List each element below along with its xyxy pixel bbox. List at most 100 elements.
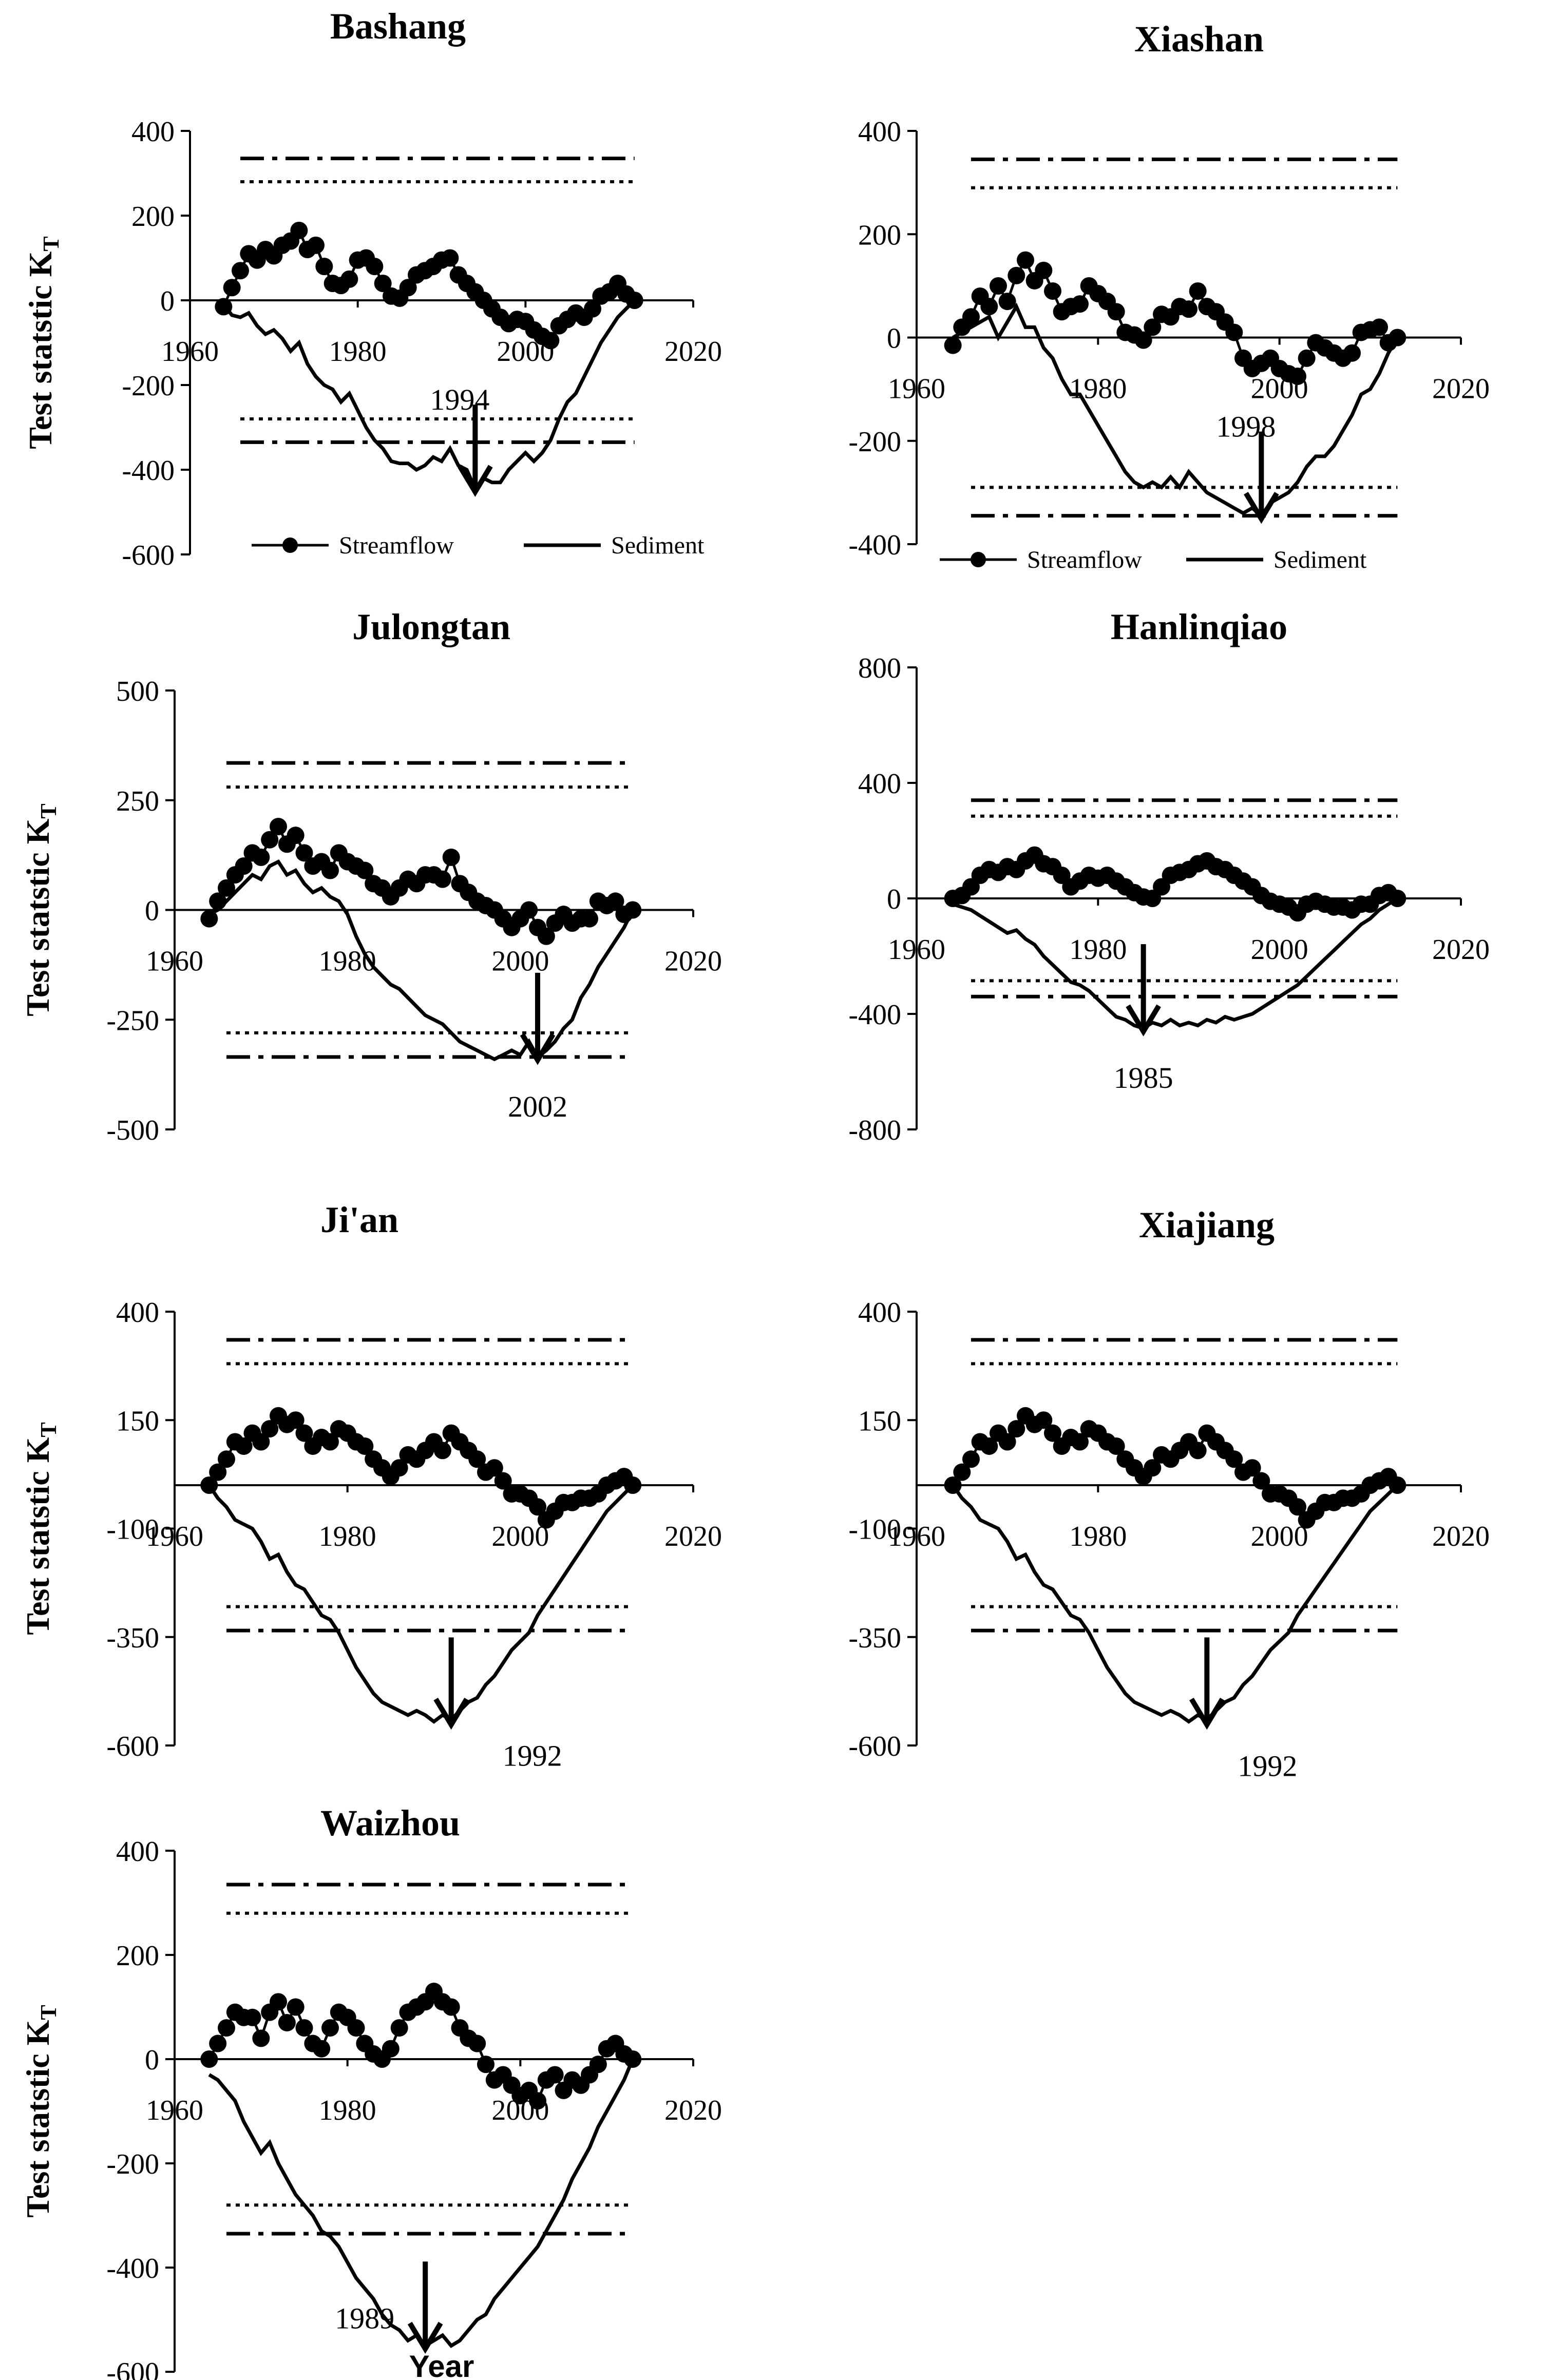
streamflow-point — [356, 861, 374, 879]
streamflow-point — [223, 279, 241, 297]
streamflow-point — [584, 300, 601, 318]
streamflow-point — [321, 1433, 339, 1451]
streamflow-point — [209, 2034, 227, 2052]
change-point-arrowhead — [520, 1033, 556, 1065]
streamflow-point — [252, 2029, 270, 2047]
y-tick-label: 400 — [116, 1297, 159, 1329]
y-tick-label: 0 — [887, 884, 901, 915]
y-tick-label: 400 — [116, 1836, 159, 1868]
chart-panel-jian: Ji'an 400 150 -100 -350 -600 1960 1980 2000 2020 1… — [20, 1199, 722, 1773]
streamflow-point — [441, 249, 459, 267]
streamflow-point — [1389, 890, 1406, 907]
streamflow-point — [232, 262, 249, 280]
y-axis-label-subscript: T — [36, 1422, 61, 1437]
x-tick-label: 2020 — [1432, 373, 1490, 405]
streamflow-point — [321, 2019, 339, 2037]
streamflow-point — [990, 277, 1007, 295]
streamflow-point — [1189, 282, 1207, 300]
streamflow-point — [252, 848, 270, 866]
streamflow-point — [1289, 367, 1306, 385]
streamflow-point — [390, 2019, 408, 2037]
streamflow-point — [1007, 1420, 1025, 1438]
y-tick-label: 150 — [858, 1405, 901, 1437]
streamflow-point — [1343, 344, 1361, 362]
x-tick-label: 2020 — [664, 1521, 722, 1552]
streamflow-point — [295, 1424, 313, 1442]
x-tick-label: 1960 — [161, 336, 219, 368]
streamflow-point — [1071, 295, 1089, 313]
sediment-line — [951, 1484, 1399, 1724]
x-tick-label: 1960 — [888, 373, 945, 405]
x-tick-label: 1960 — [146, 2095, 203, 2126]
streamflow-point — [1289, 1498, 1306, 1516]
streamflow-point — [1107, 303, 1125, 321]
streamflow-point — [1035, 1411, 1053, 1429]
streamflow-point — [542, 332, 560, 350]
streamflow-point — [1071, 1433, 1089, 1451]
streamflow-point — [270, 1993, 287, 2011]
streamflow-point — [433, 1442, 451, 1460]
streamflow-point — [295, 2019, 313, 2037]
y-axis-label: Test statstic KT — [20, 1422, 61, 1635]
streamflow-point — [243, 2008, 261, 2026]
x-tick-label: 1960 — [146, 946, 203, 977]
streamflow-point — [468, 2034, 486, 2052]
y-tick-label: 200 — [858, 219, 901, 251]
y-tick-label: 0 — [160, 285, 175, 317]
y-tick-label: 250 — [116, 785, 159, 817]
y-tick-label: -600 — [106, 2357, 159, 2380]
sediment-line — [208, 2058, 635, 2348]
change-point-arrowhead — [433, 1697, 469, 1730]
streamflow-point — [290, 221, 308, 239]
streamflow-point — [1144, 1459, 1162, 1477]
x-tick-label: 1980 — [319, 1521, 376, 1552]
y-tick-label: 500 — [116, 676, 159, 707]
streamflow-point — [218, 1450, 235, 1468]
change-point-label: 1992 — [1238, 1750, 1297, 1783]
y-tick-label: -100 — [106, 1514, 159, 1546]
y-tick-label: -500 — [106, 1115, 159, 1146]
y-tick-label: 400 — [858, 1297, 901, 1329]
streamflow-point — [321, 861, 339, 879]
chart-title: Waizhou — [320, 1802, 460, 1844]
streamflow-point — [252, 1433, 270, 1451]
legend-streamflow-marker — [282, 538, 298, 553]
streamflow-point — [589, 2056, 607, 2074]
streamflow-point — [374, 275, 392, 292]
streamflow-point — [546, 2066, 564, 2084]
y-tick-label: -350 — [848, 1622, 901, 1654]
streamflow-point — [356, 1437, 374, 1455]
x-axis-label: Year — [409, 2349, 474, 2380]
y-axis-label-subscript: T — [36, 803, 61, 818]
y-tick-label: 200 — [131, 201, 175, 233]
chart-panel-xiajiang: Xiajiang 400 150 -100 -350 -600 1960 1980 2000 20… — [848, 1204, 1490, 1783]
x-tick-label: 1980 — [1069, 1521, 1127, 1552]
streamflow-point — [340, 270, 358, 288]
streamflow-point — [529, 1498, 546, 1516]
y-tick-label: -200 — [848, 426, 901, 458]
y-tick-label: -250 — [106, 1005, 159, 1037]
streamflow-point — [1044, 282, 1061, 300]
x-tick-label: 2000 — [491, 946, 549, 977]
change-point-label: 1989 — [335, 2301, 394, 2335]
streamflow-point — [1134, 331, 1152, 349]
y-tick-label: -400 — [122, 455, 175, 487]
streamflow-point — [468, 1450, 486, 1468]
streamflow-point — [287, 1998, 305, 2016]
streamflow-point — [442, 848, 460, 866]
change-point-label: 2002 — [508, 1090, 567, 1123]
y-tick-label: 0 — [145, 895, 159, 927]
streamflow-point — [200, 2050, 218, 2068]
streamflow-point — [1243, 1459, 1261, 1477]
sediment-line — [952, 897, 1399, 1030]
streamflow-point — [235, 1437, 253, 1455]
streamflow-point — [962, 1450, 980, 1468]
change-point-label: 1994 — [430, 383, 489, 416]
streamflow-point — [270, 818, 287, 836]
y-tick-label: 400 — [858, 116, 901, 148]
streamflow-point — [1044, 1424, 1061, 1442]
streamflow-point — [235, 857, 253, 875]
y-tick-label: -800 — [848, 1115, 901, 1146]
